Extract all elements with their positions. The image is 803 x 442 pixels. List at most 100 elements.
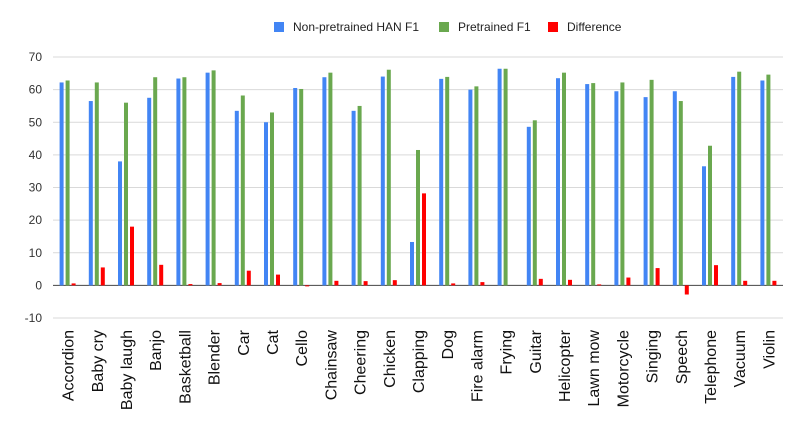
bar-pretrained-f1-fire-alarm [474,86,479,286]
x-tick-label: Helicopter [557,329,574,402]
bar-pretrained-f1-baby-cry [94,82,99,286]
legend-label-non-pretrained: Non-pretrained HAN F1 [293,20,419,34]
bar-non-pretrained-han-f1-lawn-mow [585,84,590,286]
legend-label-difference: Difference [567,20,622,34]
bar-pretrained-f1-singing [649,79,654,286]
bar-non-pretrained-han-f1-speech [672,91,677,286]
bar-pretrained-f1-violin [766,74,771,286]
bar-non-pretrained-han-f1-motorcycle [614,91,619,286]
bar-difference-cheering [363,281,368,286]
bar-non-pretrained-han-f1-chicken [380,76,385,286]
bar-difference-helicopter [568,279,572,286]
bar-pretrained-f1-clapping [416,149,420,286]
bar-difference-speech [684,285,689,295]
bar-difference-cello [305,285,310,287]
bar-difference-blender [217,283,222,286]
x-tick-label: Cello [294,330,311,367]
x-tick-label: Singing [645,330,662,383]
bar-non-pretrained-han-f1-cat [264,122,268,286]
legend-swatch-difference [548,22,558,32]
bar-non-pretrained-han-f1-helicopter [556,78,560,286]
bar-difference-cat [276,274,280,286]
bar-non-pretrained-han-f1-cheering [351,110,356,286]
y-axis-ticks: -10 0 10 20 30 40 50 60 70 [25,50,43,325]
bar-non-pretrained-han-f1-clapping [410,241,414,286]
bar-non-pretrained-han-f1-baby-laugh [118,161,122,286]
bar-difference-banjo [159,264,164,286]
bar-pretrained-f1-guitar [532,120,537,286]
x-tick-label: Chainsaw [323,330,340,401]
x-tick-label: Clapping [411,330,428,393]
y-tick-label: 0 [35,278,42,292]
bar-non-pretrained-han-f1-chainsaw [322,77,327,286]
x-tick-label: Frying [499,330,516,374]
bar-non-pretrained-han-f1-violin [760,80,765,286]
bar-pretrained-f1-chicken [386,69,391,286]
bar-non-pretrained-han-f1-guitar [526,126,531,286]
x-tick-label: Banjo [148,330,165,371]
bar-non-pretrained-han-f1-telephone [702,166,706,286]
x-tick-label: Vacuum [732,330,749,388]
bar-difference-dog [451,283,456,286]
bar-pretrained-f1-car [240,95,245,286]
bar-pretrained-f1-motorcycle [620,82,625,286]
x-axis-ticks: Accordion Baby cry Baby laugh Banjo Basketba… [61,329,779,410]
x-tick-label: Baby cry [90,330,107,392]
legend: Non-pretrained HAN F1 Pretrained F1 Diff… [274,20,622,34]
bar-pretrained-f1-dog [445,76,450,286]
bar-pretrained-f1-basketball [182,77,187,286]
bar-difference-baby-laugh [130,226,134,286]
bar-pretrained-f1-cat [270,112,274,286]
bar-difference-vacuum [743,280,748,286]
bar-difference-baby-cry [100,267,105,286]
x-tick-label: Motorcycle [615,330,632,407]
bar-difference-singing [655,268,660,286]
x-tick-label: Telephone [703,330,720,404]
y-tick-label: 10 [29,246,43,260]
bar-pretrained-f1-vacuum [737,71,742,286]
bar-non-pretrained-han-f1-banjo [147,97,152,286]
bar-difference-clapping [422,193,426,286]
bar-difference-chicken [392,280,397,286]
x-tick-label: Lawn mow [586,330,603,407]
y-tick-label: 60 [29,83,43,97]
y-tick-label: 30 [29,181,43,195]
x-tick-label: Chicken [382,330,399,388]
bar-difference-telephone [714,265,718,286]
x-tick-label: Cheering [353,330,370,395]
bar-non-pretrained-han-f1-basketball [176,78,181,286]
bar-pretrained-f1-baby-laugh [124,102,128,286]
bar-non-pretrained-han-f1-singing [643,97,648,286]
legend-swatch-pretrained [439,22,449,32]
bar-difference-basketball [188,284,193,286]
bar-non-pretrained-han-f1-accordion [59,82,64,286]
y-tick-label: 70 [29,50,43,64]
bar-non-pretrained-han-f1-baby-cry [88,101,93,286]
bar-difference-fire-alarm [480,282,485,286]
bar-non-pretrained-han-f1-car [234,110,239,286]
bar-pretrained-f1-lawn-mow [591,83,596,286]
bar-pretrained-f1-frying [503,68,508,286]
x-tick-label: Guitar [528,329,545,373]
y-tick-label: 40 [29,148,43,162]
bar-pretrained-f1-telephone [708,145,712,286]
bar-difference-lawn-mow [597,284,602,286]
x-tick-label: Dog [440,330,457,359]
x-tick-label: Accordion [61,330,78,401]
bar-pretrained-f1-cello [299,88,304,286]
x-tick-label: Violin [761,330,778,369]
bar-difference-violin [772,280,777,286]
bar-non-pretrained-han-f1-cello [293,87,298,286]
bar-difference-guitar [538,278,543,286]
bar-pretrained-f1-chainsaw [328,72,333,286]
bar-pretrained-f1-cheering [357,105,362,286]
bar-non-pretrained-han-f1-dog [439,78,444,286]
bar-difference-motorcycle [626,277,631,286]
x-tick-label: Fire alarm [469,330,486,402]
x-tick-label: Speech [674,330,691,384]
bar-non-pretrained-han-f1-blender [205,72,210,286]
bar-non-pretrained-han-f1-fire-alarm [468,89,473,286]
legend-label-pretrained: Pretrained F1 [458,20,531,34]
